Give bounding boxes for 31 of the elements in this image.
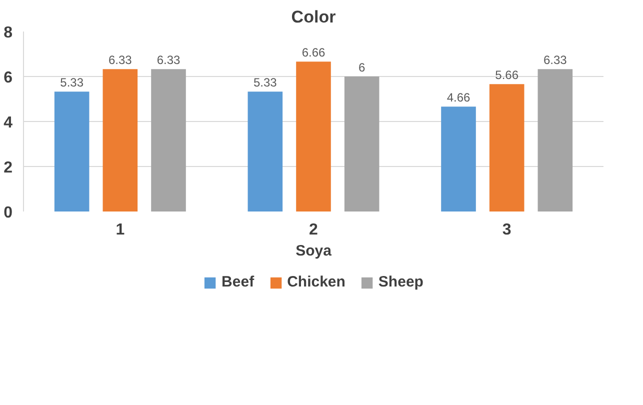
- x-tick-label: 1: [116, 222, 125, 238]
- y-tick-label: 4: [4, 114, 13, 132]
- bar: [248, 92, 283, 212]
- data-label: 5.33: [253, 76, 278, 90]
- x-tick-label: 3: [502, 222, 512, 238]
- data-label: 4.66: [446, 90, 471, 105]
- data-label: 5.33: [60, 76, 84, 90]
- data-label: 6.33: [108, 53, 132, 68]
- x-tick-label: 2: [309, 222, 318, 238]
- data-label: 6: [358, 60, 366, 74]
- data-label: 6.66: [302, 46, 326, 60]
- bar: [344, 76, 380, 212]
- y-tick-label: 6: [4, 70, 13, 86]
- data-label: 5.66: [495, 68, 519, 82]
- legend-label: Sheep: [378, 274, 424, 290]
- bar: [538, 69, 573, 212]
- y-tick-label: 0: [4, 204, 13, 222]
- data-label: 6.33: [543, 53, 568, 68]
- legend-label: Chicken: [287, 274, 346, 290]
- y-tick-label: 2: [4, 160, 13, 176]
- bar: [441, 106, 476, 212]
- bar: [54, 92, 90, 212]
- chart-title: Color: [291, 8, 336, 26]
- y-tick-label: 8: [4, 24, 13, 42]
- bar: [151, 69, 186, 212]
- x-axis-title: Soya: [296, 242, 332, 260]
- data-label: 6.33: [156, 53, 181, 68]
- legend-label: Beef: [222, 274, 254, 290]
- bar: [489, 84, 524, 212]
- bar: [296, 62, 331, 212]
- bar: [102, 69, 138, 212]
